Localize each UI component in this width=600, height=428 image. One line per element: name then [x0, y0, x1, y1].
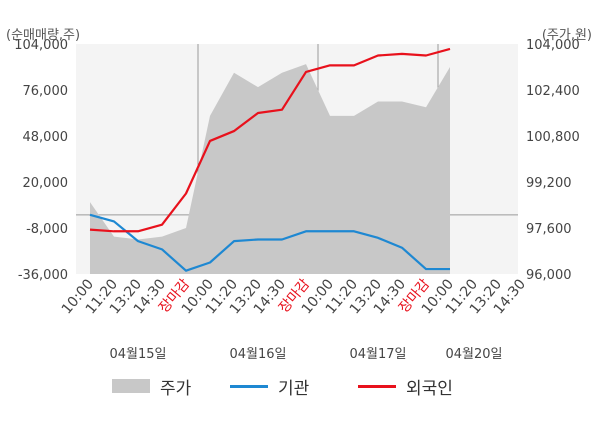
- day-label: 04월20일: [445, 347, 502, 362]
- right-tick-label: 104,000: [526, 38, 580, 53]
- x-axis: 10:0011:2013:2014:30장마감10:0011:2013:2014…: [59, 276, 529, 317]
- left-tick-label: -8,000: [26, 222, 68, 237]
- right-axis: 104,000 102,400 100,800 99,200 97,600 96,000: [526, 38, 580, 283]
- legend-swatch-institution: [230, 384, 268, 388]
- legend-item-foreign: 외국인: [358, 372, 453, 400]
- day-label: 04월17일: [349, 347, 406, 362]
- right-tick-label: 97,600: [526, 222, 572, 237]
- left-tick-label: 48,000: [23, 130, 69, 145]
- left-tick-label: -36,000: [18, 268, 68, 283]
- left-tick-label: 104,000: [14, 38, 68, 53]
- left-axis: 104,000 76,000 48,000 20,000 -8,000 -36,000: [14, 38, 68, 283]
- left-tick-label: 20,000: [23, 176, 69, 191]
- legend-swatch-foreign: [358, 384, 396, 388]
- foreign-line: [89, 47, 451, 233]
- day-label-group: 04월15일 04월16일 04월17일 04월20일: [109, 347, 502, 362]
- price-area: [90, 64, 450, 274]
- legend-label-foreign: 외국인: [406, 378, 453, 399]
- legend: 주가 기관 외국인: [0, 372, 600, 400]
- right-tick-label: 99,200: [526, 176, 572, 191]
- legend-item-institution: 기관: [230, 372, 309, 400]
- legend-swatch-price: [112, 379, 150, 393]
- left-unit-label: (순매매량,주): [6, 28, 81, 43]
- right-tick-label: 100,800: [526, 130, 580, 145]
- right-unit-label: (주가,원): [541, 28, 592, 43]
- price-area-group: [90, 64, 450, 274]
- series-line-group: [89, 47, 451, 272]
- day-label: 04월15일: [109, 347, 166, 362]
- institution-line: [89, 213, 450, 272]
- legend-label-price: 주가: [160, 378, 192, 399]
- right-tick-label: 96,000: [526, 268, 572, 283]
- legend-label-institution: 기관: [278, 378, 310, 399]
- right-tick-label: 102,400: [526, 84, 580, 99]
- left-tick-label: 76,000: [23, 84, 69, 99]
- day-label: 04월16일: [229, 347, 286, 362]
- legend-item-price: 주가: [112, 372, 191, 400]
